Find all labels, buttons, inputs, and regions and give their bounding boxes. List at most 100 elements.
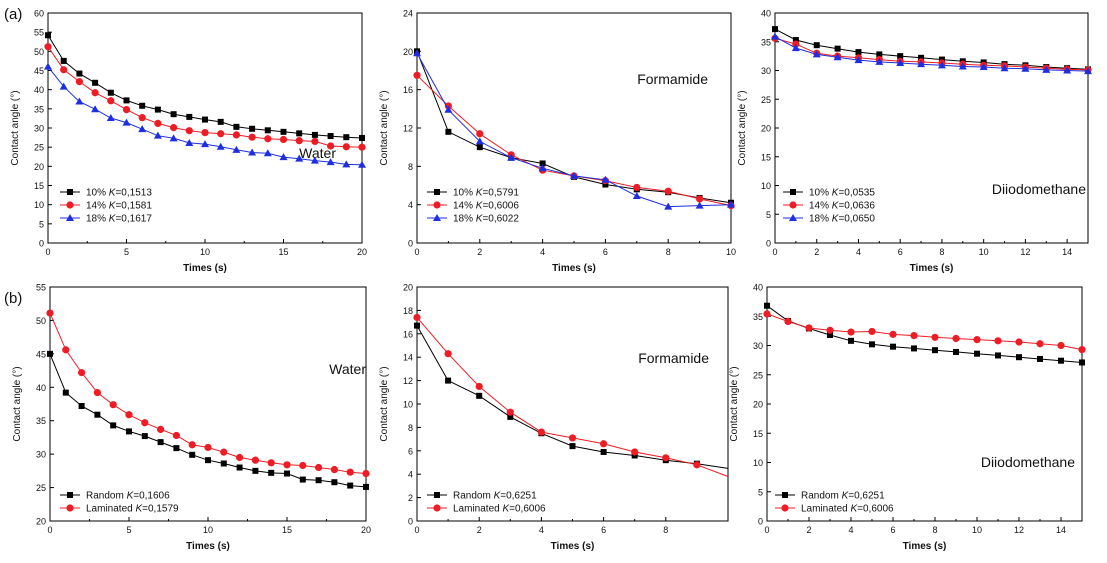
- y-tick-label: 30: [753, 341, 763, 351]
- legend-marker: [67, 189, 73, 195]
- legend-k-symbol: K: [127, 491, 135, 502]
- data-point: [805, 324, 813, 332]
- data-point: [362, 469, 370, 478]
- legend-k-value: =0,1581: [115, 201, 152, 212]
- y-tick-label: 35: [761, 37, 771, 47]
- legend-prefix: Laminated: [86, 504, 135, 515]
- legend-entry: 14% K=0,1581: [86, 201, 152, 212]
- series-line: [774, 28, 1089, 70]
- x-axis-label: Times (s): [551, 541, 595, 552]
- legend-k-value: =0,6006: [482, 201, 519, 212]
- chart-panel-1: 0 5 10 15 20 25 30 35 40 45 50 55 60 0 5 10 15 20 Times (s…: [10, 9, 367, 275]
- x-tick-label: 6: [601, 525, 606, 535]
- data-point: [868, 327, 876, 336]
- data-point: [568, 434, 577, 442]
- data-point: [204, 443, 212, 452]
- data-point: [937, 61, 946, 69]
- y-tick-label: 12: [403, 376, 413, 386]
- plot-frame: [416, 286, 729, 522]
- y-tick-label: 30: [36, 450, 46, 460]
- x-tick-label: 8: [663, 525, 668, 535]
- legend-prefix: 18%: [86, 214, 109, 225]
- data-point: [138, 125, 147, 133]
- panel-label-b: (b): [4, 290, 23, 307]
- y-tick-label: 16: [403, 329, 413, 339]
- y-tick-label: 20: [761, 124, 771, 134]
- legend-prefix: 18%: [809, 214, 832, 225]
- data-point: [664, 202, 673, 210]
- data-point: [327, 142, 335, 150]
- data-point: [141, 433, 148, 440]
- x-tick-label: 10: [972, 525, 982, 535]
- legend-prefix: 14%: [809, 201, 832, 212]
- legend-prefix: 10%: [809, 188, 832, 199]
- data-point: [205, 457, 211, 464]
- legend-marker: [434, 492, 440, 498]
- data-point: [296, 130, 303, 137]
- y-tick-label: 30: [761, 66, 771, 76]
- x-tick-label: 8: [666, 247, 671, 257]
- data-point: [106, 114, 115, 122]
- data-point: [122, 118, 131, 126]
- data-point: [632, 192, 641, 200]
- data-point: [476, 144, 483, 151]
- x-tick-label: 8: [939, 247, 944, 257]
- data-point: [157, 425, 165, 434]
- series-line: [416, 317, 729, 477]
- panel-label-a: (a): [4, 6, 23, 23]
- y-tick-label: 0: [758, 517, 763, 527]
- data-point: [343, 134, 350, 141]
- y-tick-label: 5: [39, 219, 44, 229]
- y-tick-label: 20: [403, 283, 413, 293]
- x-tick-label: 0: [47, 525, 52, 535]
- y-axis-label: Contact angle (°): [379, 366, 390, 441]
- series-3: [413, 49, 735, 210]
- x-tick-label: 4: [848, 525, 853, 535]
- legend-k-symbol: K: [832, 214, 840, 225]
- data-point: [1036, 340, 1044, 348]
- data-point: [236, 453, 244, 462]
- data-point: [93, 389, 101, 397]
- legend-entry: 18% K=0,1617: [86, 214, 152, 225]
- data-point: [727, 200, 735, 208]
- data-point: [363, 483, 369, 490]
- data-point: [76, 70, 83, 77]
- data-point: [763, 310, 771, 318]
- y-tick-label: 5: [766, 210, 771, 220]
- data-point: [248, 133, 256, 141]
- y-tick-label: 40: [753, 283, 763, 293]
- data-point: [693, 461, 701, 469]
- data-point: [299, 461, 307, 470]
- legend-k-symbol: K: [494, 491, 502, 502]
- data-point: [414, 322, 420, 329]
- legend-k-symbol: K: [476, 201, 484, 212]
- data-point: [109, 401, 117, 409]
- data-point: [252, 467, 259, 474]
- data-point: [233, 123, 240, 130]
- x-tick-label: 5: [126, 525, 131, 535]
- data-point: [283, 461, 291, 469]
- data-point: [78, 403, 85, 410]
- x-tick-label: 20: [361, 525, 371, 535]
- data-point: [847, 328, 855, 336]
- y-tick-label: 20: [403, 47, 413, 57]
- legend-marker: [781, 504, 789, 512]
- legend-k-symbol: K: [832, 201, 840, 212]
- data-point: [537, 428, 546, 436]
- legend-marker: [66, 504, 74, 512]
- data-point: [917, 60, 926, 68]
- data-point: [295, 154, 304, 162]
- data-point: [139, 102, 146, 109]
- legend-entry: 18% K=0,0650: [809, 214, 875, 225]
- data-point: [284, 470, 290, 477]
- x-tick-label: 2: [477, 525, 482, 535]
- y-tick-label: 5: [758, 487, 763, 497]
- y-tick-label: 8: [408, 423, 413, 433]
- data-point: [169, 134, 178, 142]
- data-point: [897, 53, 904, 60]
- legend-k-symbol: K: [109, 214, 117, 225]
- legend-marker: [789, 201, 797, 209]
- legend-k-symbol: K: [476, 214, 484, 225]
- data-point: [952, 334, 960, 343]
